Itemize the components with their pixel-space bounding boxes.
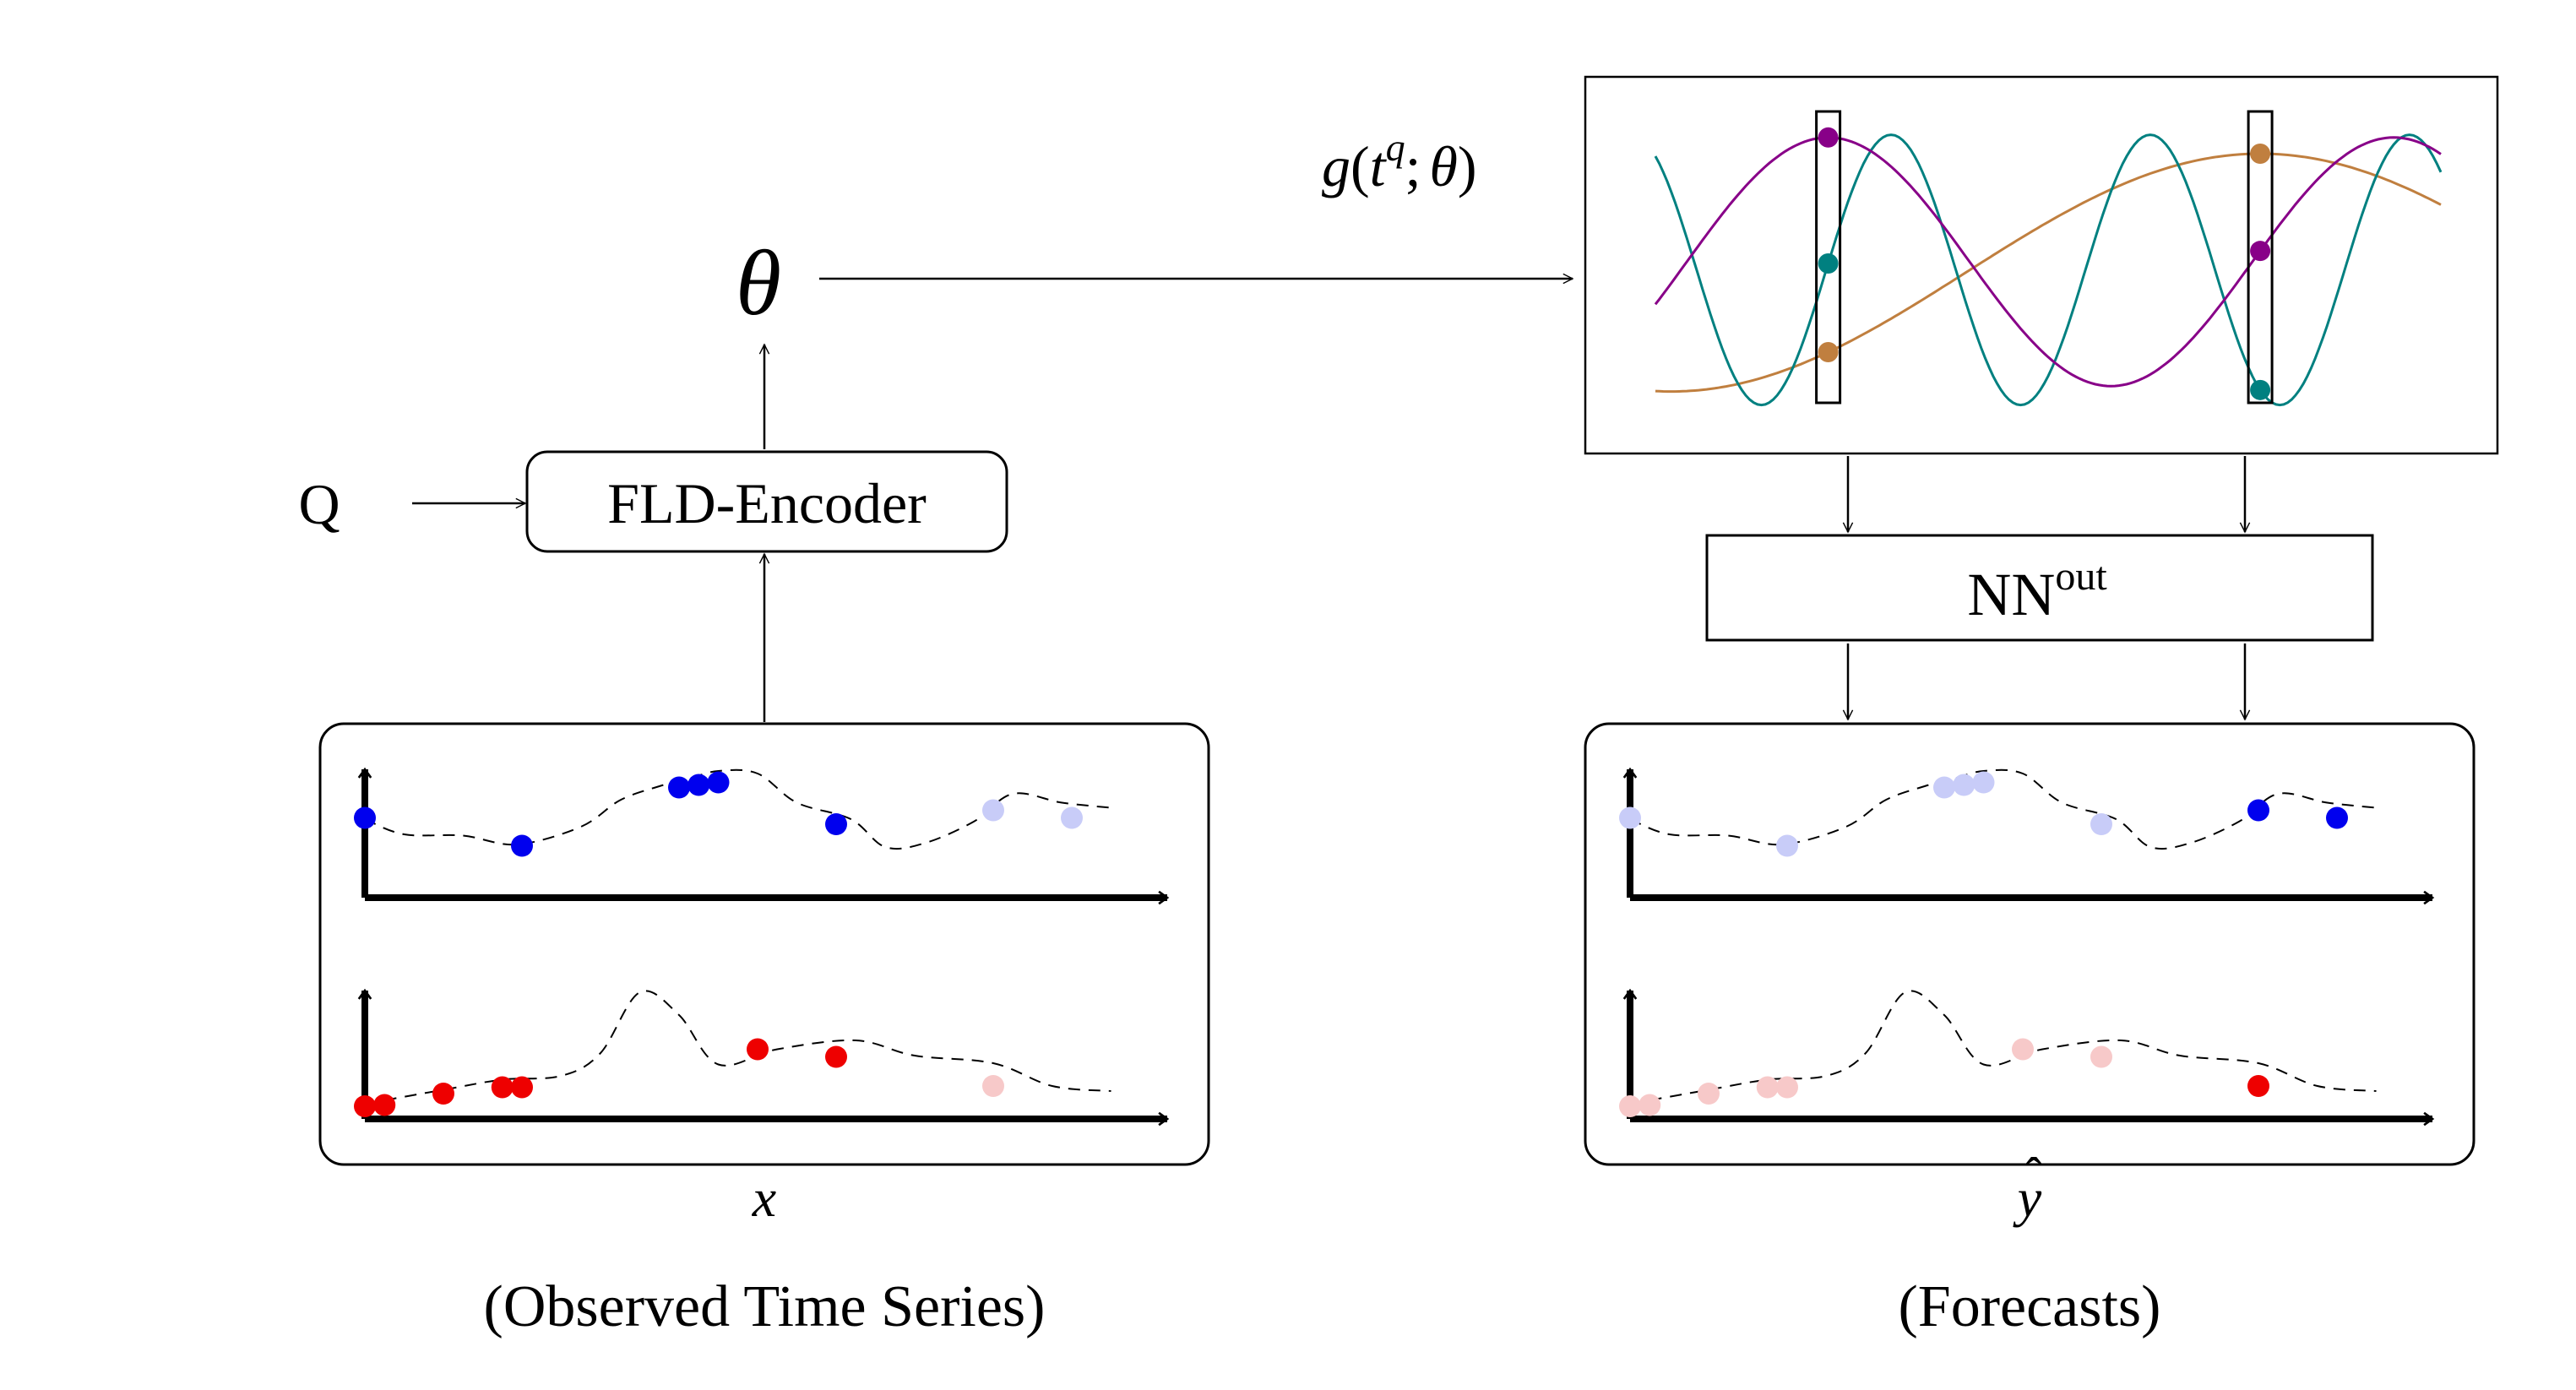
g-func-sep: ; <box>1405 134 1421 198</box>
y-hat-accent: ˆ <box>2025 1148 2042 1203</box>
data-point <box>668 776 690 799</box>
data-point <box>707 771 730 794</box>
data-point <box>1972 771 1995 794</box>
data-point <box>1776 1076 1798 1099</box>
forecast-bottom-channel-plot <box>1619 988 2435 1127</box>
g-func-close: ) <box>1458 134 1477 198</box>
data-point <box>1639 1094 1661 1116</box>
data-point <box>1698 1083 1720 1105</box>
dashed-trend-line <box>1629 768 2377 850</box>
teal-sample-point <box>1818 252 1839 274</box>
data-point <box>354 1095 376 1117</box>
orange-sample-point <box>2250 144 2271 164</box>
y-hat-variable-label: y ˆ <box>2013 1148 2042 1228</box>
fld-encoder-label: FLD-Encoder <box>607 471 927 535</box>
data-point <box>1619 806 1641 829</box>
orange-sample-point <box>1818 342 1839 363</box>
forecast-top-channel-plot <box>1619 767 2435 905</box>
g-func-q: q <box>1386 126 1405 169</box>
observed-series-panel <box>318 722 1210 1166</box>
dashed-trend-line <box>364 990 1111 1105</box>
observed-bottom-channel-plot <box>354 988 1170 1127</box>
data-point <box>2247 799 2269 822</box>
purple-basis-curve <box>1654 136 2442 388</box>
fld-encoder-box: FLD-Encoder <box>525 450 1008 553</box>
data-point <box>511 1076 533 1099</box>
data-point <box>687 774 710 796</box>
data-point <box>2090 1045 2112 1068</box>
data-point <box>825 813 847 835</box>
g-func-g: g <box>1322 134 1350 198</box>
data-point <box>747 1038 769 1061</box>
data-point <box>1756 1076 1779 1099</box>
purple-sample-point <box>1818 127 1839 148</box>
data-point <box>2012 1038 2034 1061</box>
dashed-trend-line <box>1629 990 2377 1105</box>
query-window-1 <box>1815 110 1842 405</box>
orange-basis-curve <box>1655 152 2442 394</box>
data-point <box>1953 774 1975 796</box>
forecast-series-panel <box>1584 722 2475 1166</box>
dashed-trend-line <box>364 768 1111 850</box>
data-point <box>982 1075 1004 1097</box>
theta-label: θ <box>736 231 781 334</box>
data-point <box>2247 1075 2269 1097</box>
forecast-caption: (Forecasts) <box>1898 1274 2160 1339</box>
query-window-2 <box>2247 110 2274 405</box>
teal-sample-point <box>2250 379 2271 400</box>
y-hat-letter: y <box>2013 1168 2042 1228</box>
nn-out-box: NNout <box>1705 534 2374 642</box>
data-point <box>432 1083 454 1105</box>
basis-function-label: g(tq; θ) <box>1322 126 1477 198</box>
data-point <box>491 1076 514 1099</box>
nn-out-base: NN <box>1967 561 2055 628</box>
teal-basis-curve <box>1654 133 2443 407</box>
data-point <box>373 1094 396 1116</box>
observed-caption: (Observed Time Series) <box>484 1274 1046 1339</box>
data-point <box>1619 1095 1641 1117</box>
g-func-t: t <box>1370 134 1388 198</box>
basis-functions-panel <box>1584 75 2499 455</box>
data-point <box>982 799 1004 822</box>
nn-out-sup: out <box>2055 554 2107 599</box>
data-point <box>1061 806 1083 829</box>
g-func-open: ( <box>1350 134 1370 198</box>
data-point <box>1933 776 1955 799</box>
data-point <box>1776 834 1798 857</box>
data-point <box>2326 806 2348 829</box>
g-func-theta: θ <box>1429 134 1457 198</box>
data-point <box>354 806 376 829</box>
data-point <box>825 1045 847 1068</box>
observed-top-channel-plot <box>354 767 1170 905</box>
basis-function-curves <box>1654 110 2443 407</box>
data-point <box>511 834 533 857</box>
purple-sample-point <box>2250 241 2271 262</box>
query-input-label: Q <box>298 472 340 536</box>
nn-out-label: NNout <box>1967 554 2107 628</box>
x-variable-label: x <box>752 1168 776 1228</box>
data-point <box>2090 813 2112 835</box>
